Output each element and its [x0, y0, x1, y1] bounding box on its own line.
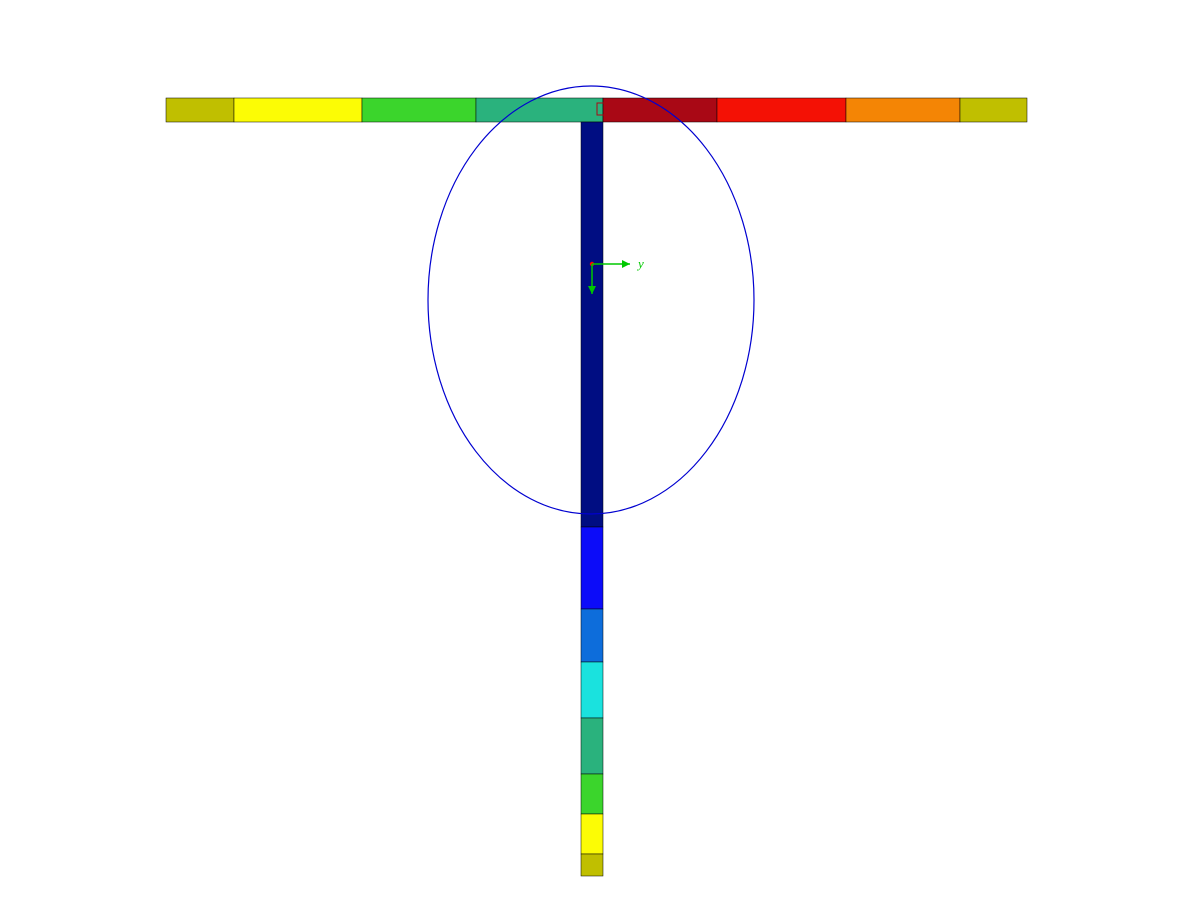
flange-segment-5 [717, 98, 846, 122]
web-segment-3 [581, 662, 603, 718]
web-segment-2 [581, 609, 603, 662]
web-segment-6 [581, 814, 603, 854]
flange-segment-0 [166, 98, 234, 122]
flange-segment-7 [960, 98, 1027, 122]
flange-segment-6 [846, 98, 960, 122]
flange-segment-4 [603, 98, 717, 122]
y-axis-label: y [636, 256, 644, 271]
vertical-web [581, 122, 603, 876]
flange-segment-2 [362, 98, 476, 122]
web-segment-4 [581, 718, 603, 774]
web-segment-1 [581, 527, 603, 609]
flange-segment-3 [476, 98, 603, 122]
web-segment-7 [581, 854, 603, 876]
fea-section-diagram: y [0, 0, 1200, 900]
web-segment-5 [581, 774, 603, 814]
flange-segment-1 [234, 98, 362, 122]
web-segment-0 [581, 122, 603, 527]
y-axis-arrowhead [622, 260, 630, 268]
